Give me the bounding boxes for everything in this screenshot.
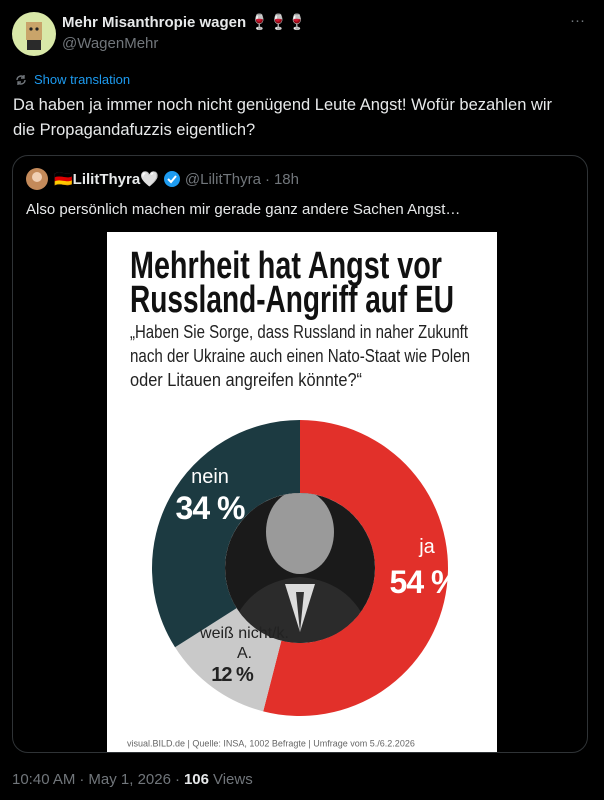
post-text: Da haben ja immer noch nicht genügend Le…: [13, 96, 553, 139]
separator: ·: [264, 170, 270, 188]
donut-slice: [175, 608, 282, 712]
translate-text[interactable]: Show translation: [34, 72, 131, 87]
quoted-post[interactable]: [12, 155, 588, 753]
chart-subtitle: oder Litauen angreifen könnte?“: [130, 370, 362, 390]
donut-slice: [151, 420, 300, 648]
post-footer: 10:40 AM · May 1, 2026 · 106 Views: [12, 771, 253, 788]
slice-value-label: 34 %: [175, 490, 246, 526]
chart-source: visual.BILD.de | Quelle: INSA, 1002 Befr…: [127, 738, 415, 748]
separator: ·: [79, 771, 85, 788]
quoted-text: Also persönlich machen mir gerade ganz a…: [26, 201, 461, 218]
slice-value-label: 54 %: [389, 564, 460, 600]
author-handle[interactable]: @WagenMehr: [62, 35, 159, 52]
quoted-author-name[interactable]: 🇩🇪LilitThyra🤍: [54, 171, 159, 188]
chart: Mehrheit hat Angst vor Russland-Angriff …: [127, 245, 470, 748]
slice-label: ja: [419, 536, 435, 558]
chart-title: Russland-Angriff auf EU: [130, 279, 454, 321]
translate-link[interactable]: Show translation: [14, 72, 130, 87]
chart-image[interactable]: Mehrheit hat Angst vor Russland-Angriff …: [107, 232, 497, 752]
views-label: Views: [212, 771, 253, 788]
separator: ·: [174, 771, 180, 788]
translate-icon: [16, 74, 26, 85]
donut-slice: [263, 420, 448, 716]
quoted-header: 🇩🇪LilitThyra🤍 @LilitThyra · 18h: [26, 168, 299, 190]
views-count: 106: [183, 771, 209, 788]
more-button[interactable]: ···: [570, 12, 585, 29]
chart-subtitle: nach der Ukraine auch einen Nato-Staat w…: [130, 346, 470, 366]
slice-label: nein: [191, 466, 229, 488]
donut: [151, 420, 448, 716]
author-name[interactable]: Mehr Misanthropie wagen 🍷🍷🍷: [62, 14, 307, 31]
post-date: May 1, 2026: [88, 771, 171, 788]
slice-value-label: 12 %: [211, 664, 254, 686]
verified-badge: [163, 171, 180, 187]
post-time: 10:40 AM: [12, 771, 76, 788]
slice-label: weiß nicht/k. A.: [200, 625, 289, 662]
quoted-time: 18h: [273, 170, 299, 188]
quoted-avatar: [26, 168, 48, 190]
chart-title: Mehrheit hat Angst vor: [130, 245, 442, 287]
chart-subtitle: „Haben Sie Sorge, dass Russland in naher…: [130, 322, 468, 342]
avatar[interactable]: [12, 12, 56, 56]
quoted-author-handle[interactable]: @LilitThyra: [184, 170, 261, 188]
